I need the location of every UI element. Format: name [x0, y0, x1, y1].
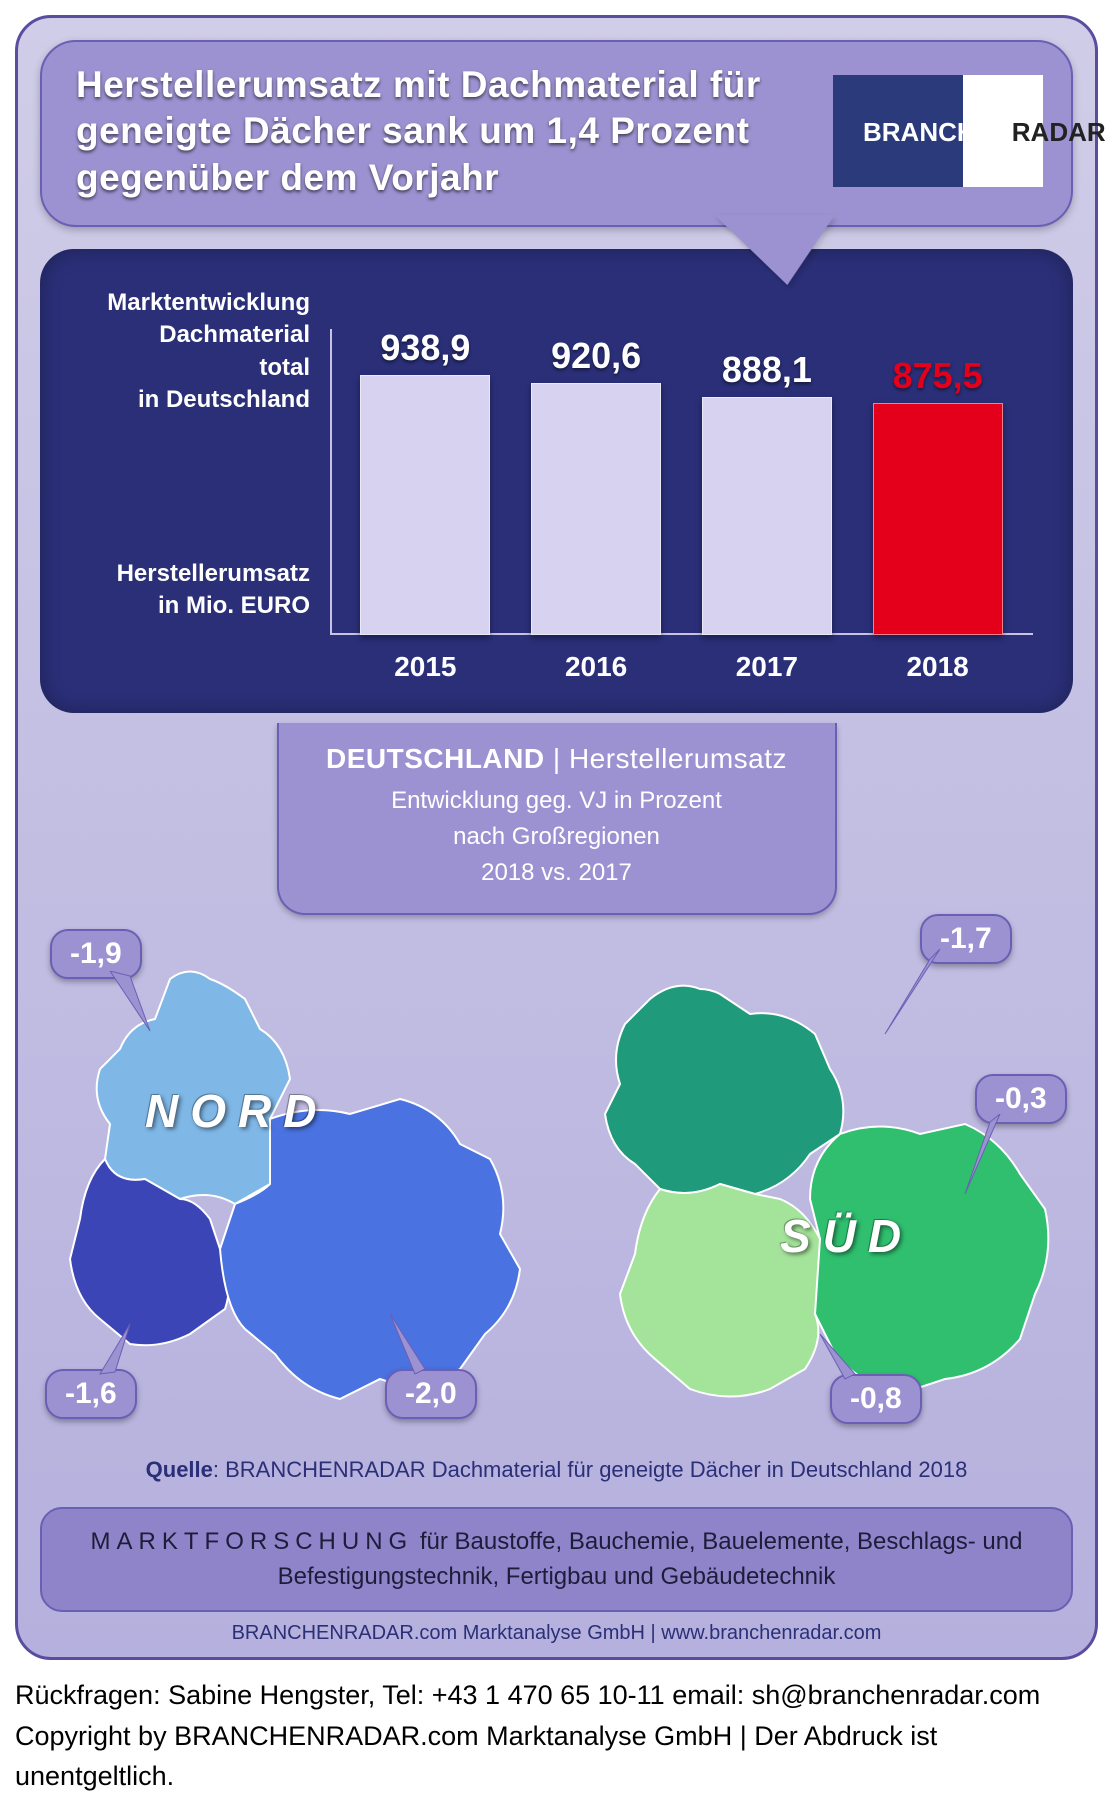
sud-label: SÜD [780, 1209, 913, 1263]
bar-group: 888,1 [692, 349, 842, 635]
map-subtitle: Entwicklung geg. VJ in Prozent nach Groß… [307, 783, 807, 891]
map-section: DEUTSCHLAND | Herstellerumsatz Entwicklu… [40, 713, 1073, 1493]
source-text: : BRANCHENRADAR Dachmaterial für geneigt… [213, 1457, 967, 1482]
headline-bubble: Herstellerumsatz mit Dachmaterial für ge… [40, 40, 1073, 227]
callout-tail-icon [95, 1324, 155, 1384]
map-title-main: DEUTSCHLAND | Herstellerumsatz [307, 743, 807, 775]
bar-rect [531, 383, 661, 635]
bar-group: 938,9 [350, 327, 500, 635]
contact-block: Rückfragen: Sabine Hengster, Tel: +43 1 … [15, 1675, 1098, 1797]
label-line: Dachmaterial [80, 319, 310, 351]
label-line: Herstellerumsatz [80, 558, 310, 590]
bar-category-label: 2017 [692, 651, 842, 683]
footer-box: MARKTFORSCHUNG für Baustoffe, Bauchemie,… [40, 1507, 1073, 1613]
logo-part-branchen: BRANCHEN [863, 117, 1012, 147]
source-line: Quelle: BRANCHENRADAR Dachmaterial für g… [40, 1457, 1073, 1483]
categories-container: 2015 2016 2017 2018 [330, 651, 1033, 683]
callout-tail-icon [960, 1114, 1020, 1204]
label-line: total [80, 352, 310, 384]
label-line: in Deutschland [80, 384, 310, 416]
map-title-box: DEUTSCHLAND | Herstellerumsatz Entwicklu… [277, 723, 837, 915]
map-title-thin: Herstellerumsatz [569, 743, 787, 774]
chart-y-labels: Marktentwicklung Dachmaterial total in D… [80, 283, 310, 683]
source-label: Quelle [146, 1457, 213, 1482]
bar-value-label: 875,5 [893, 355, 983, 397]
headline-text: Herstellerumsatz mit Dachmaterial für ge… [76, 62, 813, 201]
sub-line: Entwicklung geg. VJ in Prozent [307, 783, 807, 819]
branchenradar-logo: BRANCHENRADAR [833, 75, 1043, 187]
bar-category-label: 2016 [521, 651, 671, 683]
callout-tail-icon [880, 949, 960, 1049]
chart-plot-area: 938,9 920,6 888,1 875,5 2015 2016 2017 2018 [330, 283, 1033, 683]
callout-tail-icon [385, 1314, 455, 1384]
bar-rect [360, 375, 490, 635]
map-title-bold: DEUTSCHLAND [326, 743, 545, 774]
label-line: in Mio. EURO [80, 590, 310, 622]
bar-rect [702, 397, 832, 635]
bar-value-label: 938,9 [380, 327, 470, 369]
credit-line: BRANCHENRADAR.com Marktanalyse GmbH | ww… [40, 1622, 1073, 1645]
footer-spaced: MARKTFORSCHUNG [91, 1528, 414, 1555]
sub-line: nach Großregionen [307, 819, 807, 855]
nord-label: NORD [145, 1084, 328, 1138]
map-title-sep: | [545, 743, 569, 774]
label-line: Marktentwicklung [80, 287, 310, 319]
bar-group: 920,6 [521, 335, 671, 635]
bars-container: 938,9 920,6 888,1 875,5 [330, 329, 1033, 635]
chart-bottom-label: Herstellerumsatz in Mio. EURO [80, 558, 310, 623]
bar-rect [873, 403, 1003, 635]
callout-tail-icon [815, 1334, 875, 1389]
bar-category-label: 2015 [350, 651, 500, 683]
logo-part-radar: RADAR [1012, 117, 1106, 147]
sub-line: 2018 vs. 2017 [307, 855, 807, 891]
poster-frame: Herstellerumsatz mit Dachmaterial für ge… [15, 15, 1098, 1660]
sud-region-n [605, 985, 843, 1193]
bar-chart-panel: Marktentwicklung Dachmaterial total in D… [40, 249, 1073, 713]
bar-value-label: 920,6 [551, 335, 641, 377]
maps-area: NORD SÜD -1,9 -1,6 -2,0 -1,7 -0,3 -0,8 [40, 909, 1073, 1449]
bar-group: 875,5 [863, 355, 1013, 635]
contact-line: Rückfragen: Sabine Hengster, Tel: +43 1 … [15, 1675, 1098, 1716]
callout-tail-icon [100, 971, 180, 1051]
copyright-line: Copyright by BRANCHENRADAR.com Marktanal… [15, 1716, 1098, 1797]
chart-top-label: Marktentwicklung Dachmaterial total in D… [80, 287, 310, 417]
bar-value-label: 888,1 [722, 349, 812, 391]
bar-category-label: 2018 [863, 651, 1013, 683]
